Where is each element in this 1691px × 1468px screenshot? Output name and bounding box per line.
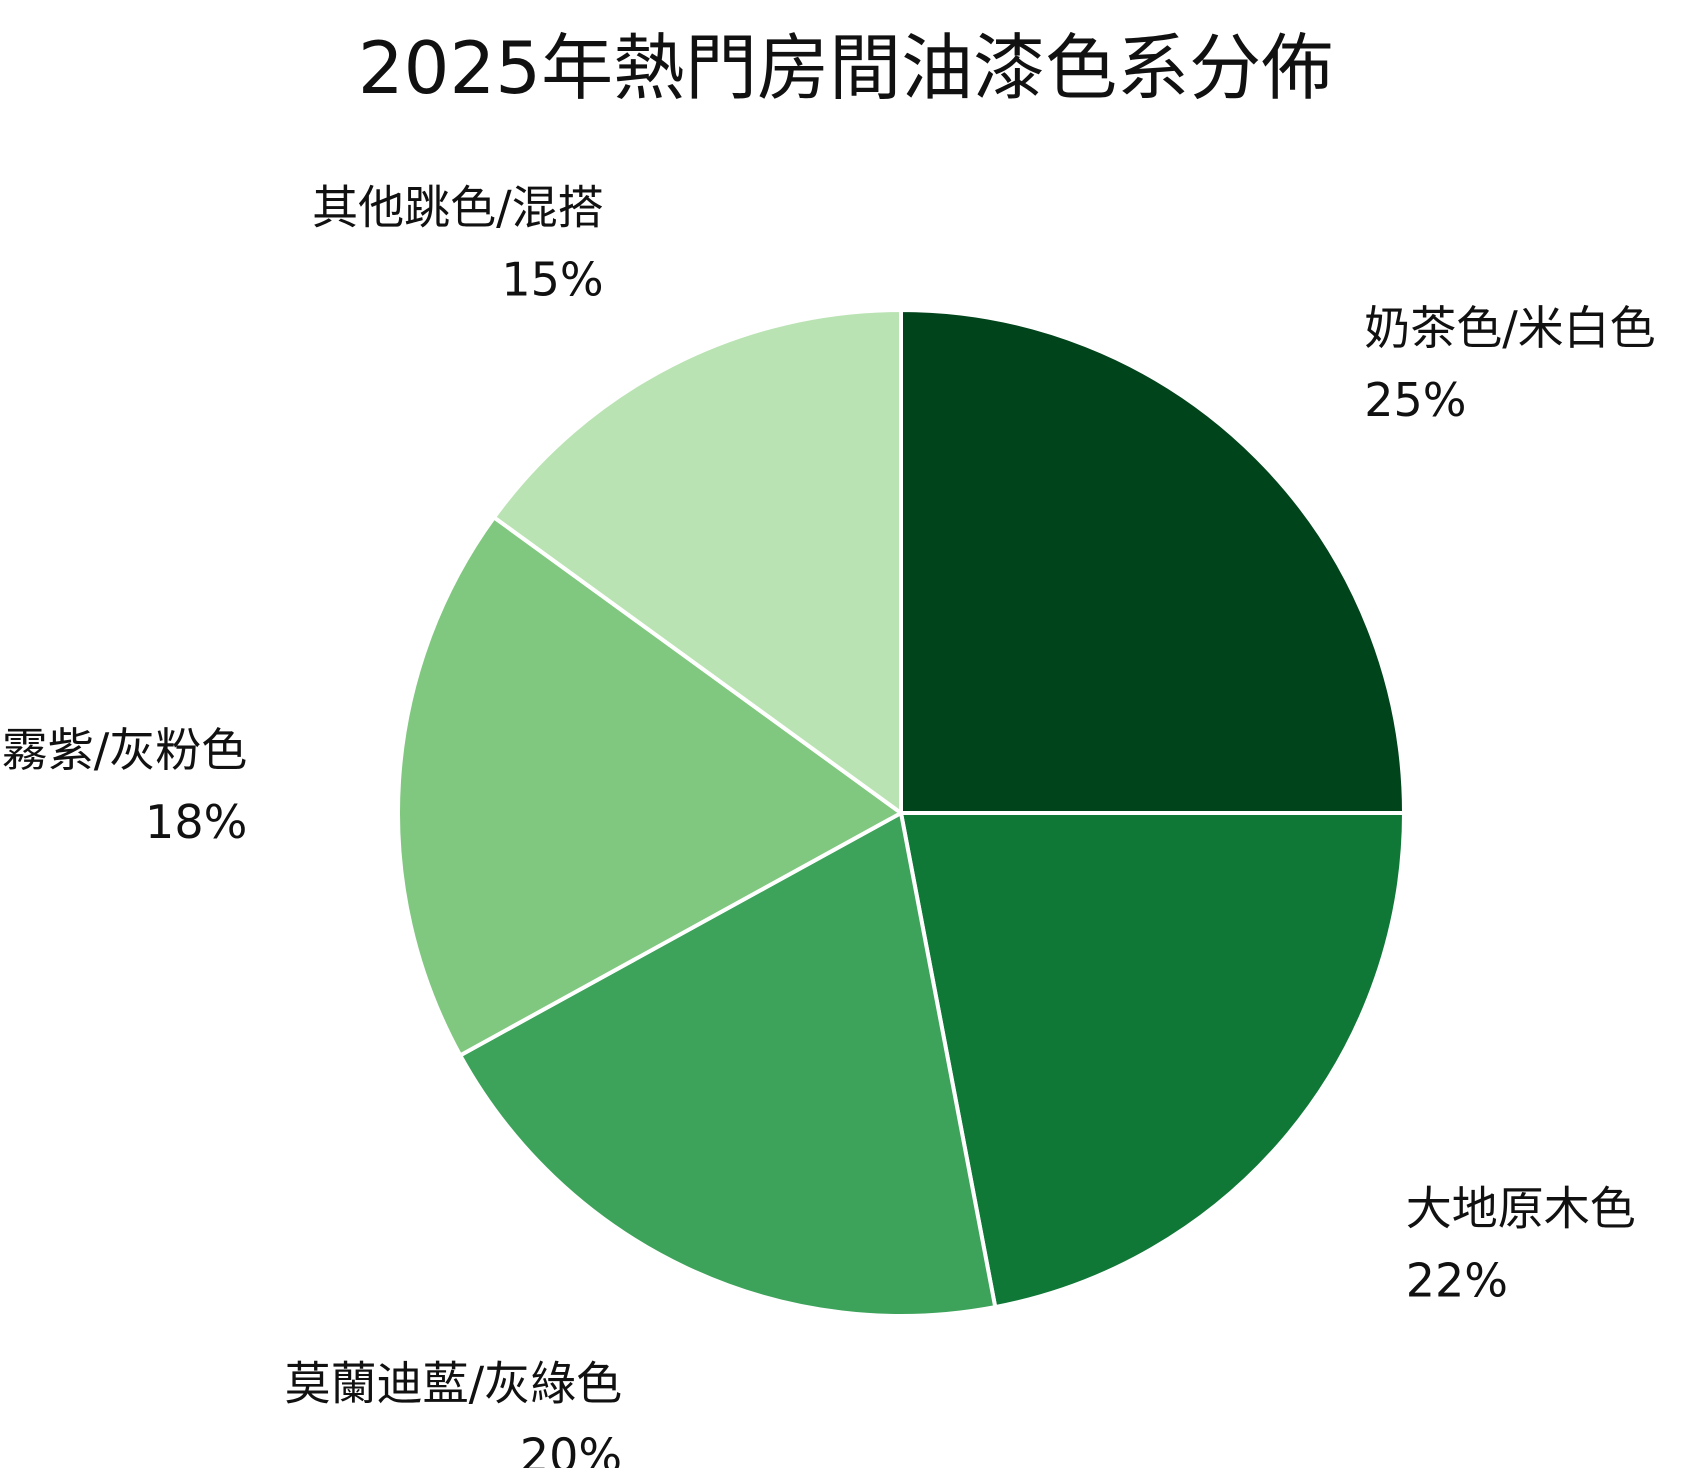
slice-value-label: 22% bbox=[1406, 1254, 1508, 1308]
pie-slice bbox=[899, 308, 1406, 815]
slice-label: 大地原木色 bbox=[1406, 1182, 1636, 1236]
slice-value-label: 20% bbox=[520, 1429, 622, 1468]
slice-label: 其他跳色/混搭 bbox=[312, 180, 604, 234]
slice-value-label: 15% bbox=[501, 252, 603, 306]
slice-value-label: 18% bbox=[145, 795, 247, 849]
pie-slice bbox=[899, 811, 1406, 1310]
chart-title: 2025年熱門房間油漆色系分佈 bbox=[357, 26, 1334, 110]
pie-slice bbox=[396, 515, 903, 1058]
slice-value-label: 25% bbox=[1364, 373, 1466, 427]
pie-slice bbox=[492, 308, 903, 815]
pie-slice bbox=[458, 811, 998, 1318]
slice-label: 奶茶色/米白色 bbox=[1364, 301, 1656, 355]
slice-label: 霧紫/灰粉色 bbox=[2, 723, 248, 777]
slice-label: 莫蘭迪藍/灰綠色 bbox=[285, 1357, 623, 1411]
